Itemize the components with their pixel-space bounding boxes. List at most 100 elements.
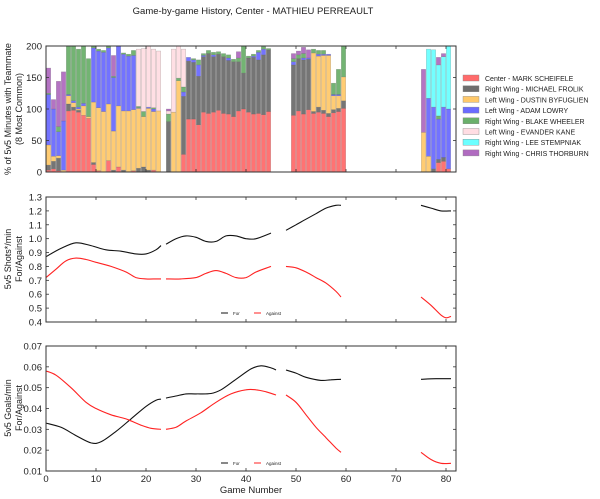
bar-segment (201, 53, 206, 56)
bar-stack-game-50 (296, 50, 301, 173)
bar-segment (201, 56, 206, 113)
bar-stack-game-40 (246, 55, 251, 173)
legend-swatch (462, 85, 480, 92)
y-tick-label: 0.05 (24, 383, 43, 394)
bar-segment (181, 154, 186, 173)
bar-stack-game-25 (171, 48, 176, 173)
bar-segment (436, 159, 441, 163)
bar-segment (436, 57, 441, 66)
bar-ylabel-line2: (8 Most Common) (14, 73, 24, 145)
bar-segment (291, 61, 296, 66)
bar-x-ticks (45, 46, 447, 172)
bar-segment (206, 50, 211, 54)
y-tick-label: 1.2 (29, 206, 42, 217)
bar-segment (431, 49, 436, 108)
line-for-segment (285, 204, 342, 231)
y-tick-label: 0.02 (24, 446, 43, 457)
goals-y-ticks: 0.01 0.02 0.03 0.04 0.05 0.06 0.07 (24, 342, 456, 478)
bar-segment (256, 113, 261, 173)
bar-segment (106, 160, 111, 173)
bar-stack-game-5 (71, 45, 76, 173)
shots-ylabel-line1: 5v5 Shots*/min (3, 229, 13, 290)
bar-segment (331, 95, 336, 110)
bar-segment (121, 53, 126, 112)
bar-segment (236, 61, 241, 112)
legend-swatch (462, 138, 480, 146)
bar-segment (311, 52, 316, 112)
bar-segment (201, 111, 206, 173)
bar-segment (301, 53, 306, 59)
bar-segment (66, 103, 71, 112)
bar-segment (151, 108, 156, 112)
bar-segment (261, 46, 266, 50)
bar-segment (426, 98, 431, 157)
bar-stack-game-56 (326, 53, 331, 173)
bar-segment (46, 144, 51, 166)
legend-label: Center - MARK SCHEIFELE (485, 76, 574, 83)
bar-segment (166, 110, 171, 115)
legend-swatch (462, 149, 480, 157)
shots-legend: For Against (221, 311, 282, 316)
bar-stack-game-3 (61, 71, 66, 173)
bar-segment (306, 109, 311, 173)
y-tick-label: 0.8 (29, 262, 42, 273)
bar-segment (441, 56, 446, 108)
y-tick-label: 0.6 (29, 290, 42, 301)
bar-segment (136, 48, 141, 107)
bar-segment (251, 55, 256, 58)
shots-plot-frame (45, 196, 457, 323)
bar-stack-game-38 (236, 51, 241, 173)
bar-stack-game-28 (186, 57, 191, 173)
bar-segment (266, 48, 271, 51)
bar-segment (291, 58, 296, 62)
legend-swatch (462, 96, 480, 103)
bar-segment (301, 113, 306, 173)
bar-segment (66, 94, 71, 97)
bar-segment (246, 55, 251, 59)
bar-segment (181, 91, 186, 97)
goals-x-ticks: 0 10 20 30 40 50 60 70 80 (43, 346, 451, 485)
bar-stack-game-44 (266, 48, 271, 173)
goals-xlabel: Game Number (220, 485, 282, 496)
bar-segment (341, 76, 346, 102)
bar-segment (241, 45, 246, 74)
x-tick-label: 50 (291, 474, 302, 485)
bar-segment (336, 108, 341, 112)
bar-segment (131, 50, 136, 56)
bar-segment (71, 106, 76, 111)
bar-segment (341, 100, 346, 109)
x-tick-label: 10 (91, 474, 102, 485)
bar-segment (191, 118, 196, 173)
goals-series (45, 365, 452, 465)
bar-segment (121, 52, 126, 55)
bar-segment (306, 58, 311, 110)
bar-segment (221, 113, 226, 173)
bar-segment (86, 116, 91, 119)
bar-segment (176, 77, 181, 81)
bar-segment (431, 106, 436, 170)
bar-segment (256, 52, 261, 61)
bar-stack-game-31 (201, 53, 206, 173)
bar-stack-game-7 (81, 45, 86, 173)
line-for-segment (45, 242, 162, 258)
goals-legend: For Against (221, 461, 282, 466)
bar-segment (81, 45, 86, 104)
bar-segment (251, 113, 256, 173)
bar-segment (331, 82, 336, 95)
bar-segment (56, 155, 61, 159)
bar-stack-game-22 (156, 50, 161, 173)
bar-segment (421, 69, 426, 133)
bar-segment (261, 54, 266, 115)
bar-segment (311, 113, 316, 173)
bar-series (46, 45, 451, 173)
bar-segment (236, 110, 241, 173)
bar-stack-game-53 (311, 48, 316, 173)
bar-segment (321, 50, 326, 55)
bar-stack-game-10 (96, 48, 101, 173)
bar-segment (91, 164, 96, 173)
legend-swatch (462, 117, 480, 125)
bar-segment (71, 102, 76, 108)
bar-segment (266, 111, 271, 173)
line-for-segment (420, 378, 452, 380)
bar-stack-game-78 (436, 57, 441, 173)
